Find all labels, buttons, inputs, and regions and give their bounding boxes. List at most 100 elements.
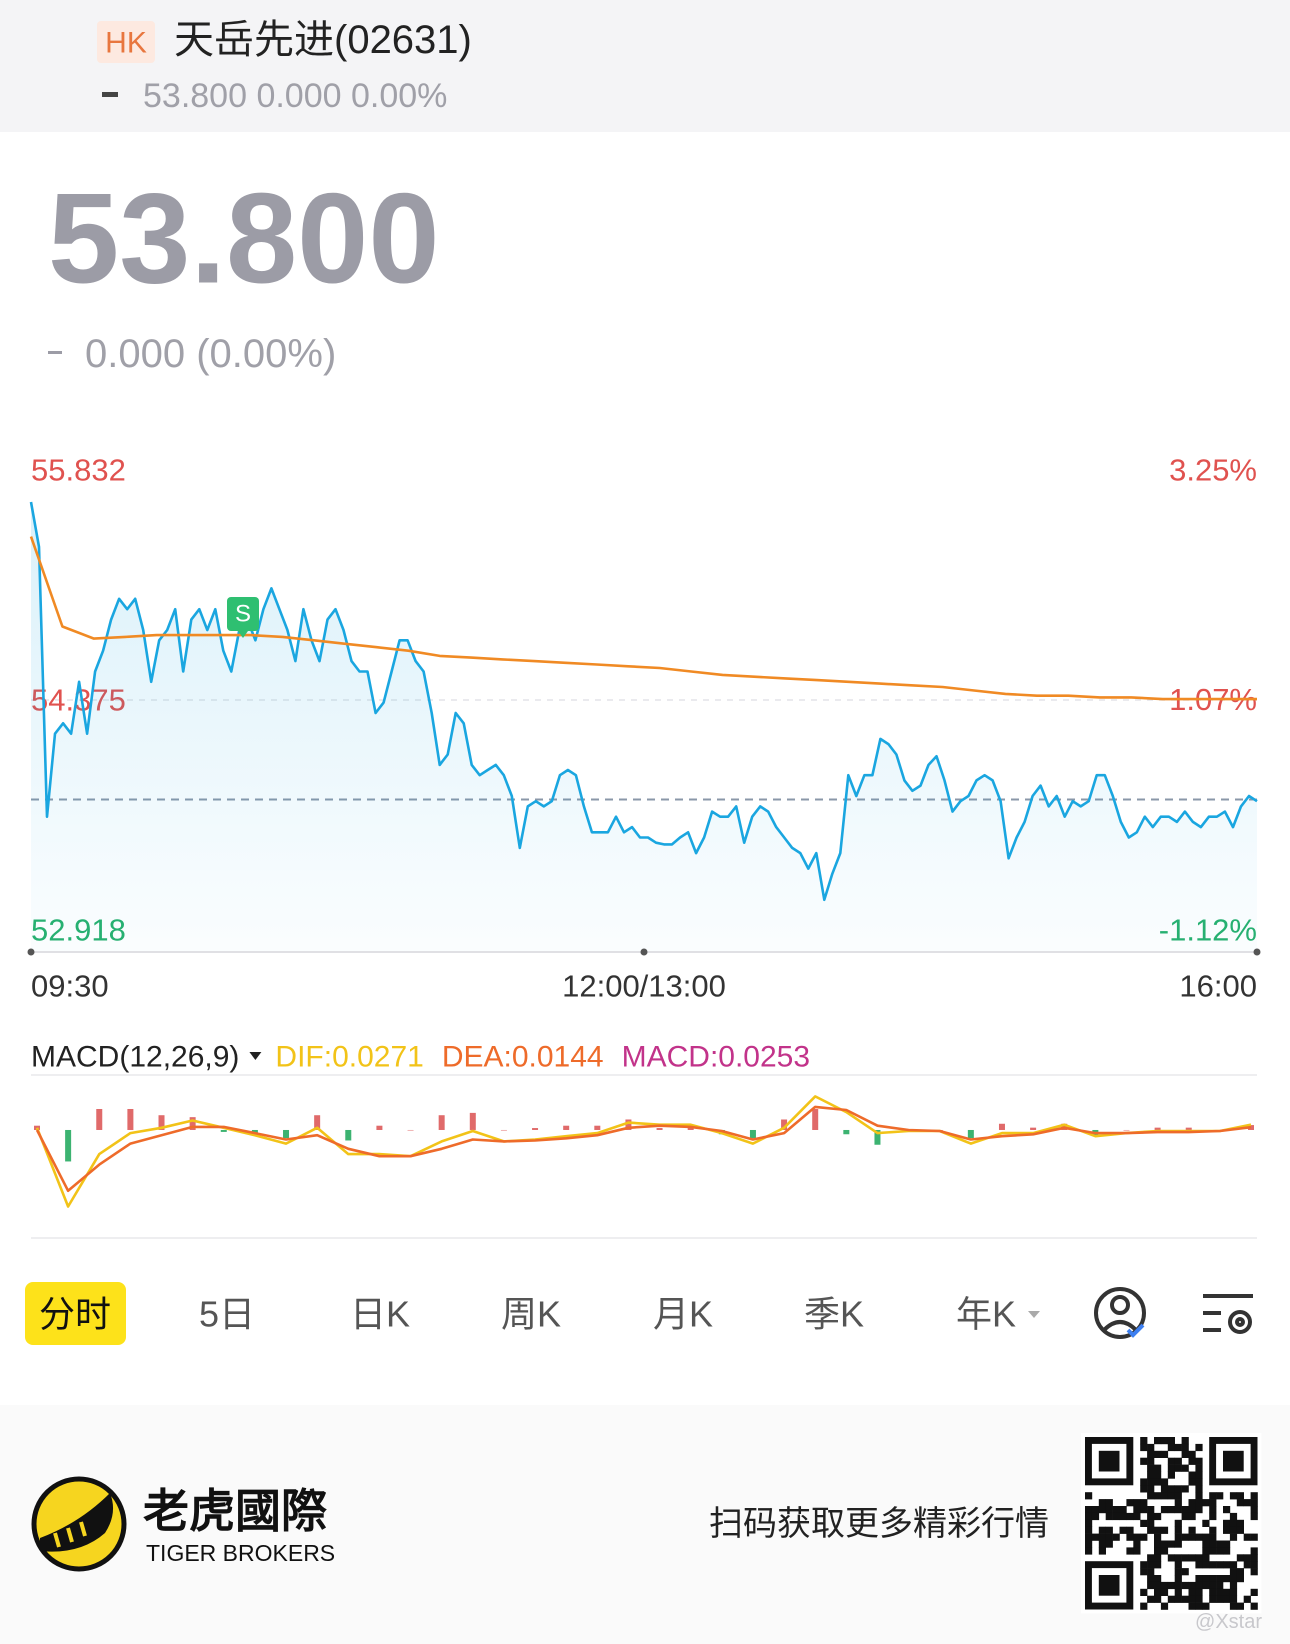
qr-module: [1174, 1588, 1182, 1596]
qr-module: [1209, 1533, 1217, 1541]
qr-module: [1236, 1499, 1244, 1507]
macd-bar: [812, 1108, 819, 1130]
footer: [0, 1405, 1290, 1644]
qr-module: [1209, 1492, 1217, 1500]
qr-module: [1140, 1499, 1148, 1507]
account-icon[interactable]: [1094, 1287, 1146, 1339]
qr-finder: [1098, 1575, 1120, 1596]
series-line: [29, 536, 1257, 701]
qr-module: [1174, 1464, 1182, 1472]
tool-icons: [1094, 1287, 1253, 1339]
brand-en: TIGER BROKERS: [146, 1540, 335, 1566]
period-tab[interactable]: 季K: [804, 1294, 864, 1335]
qr-module: [1154, 1561, 1162, 1569]
qr-module: [1112, 1512, 1120, 1521]
macd-bar: [65, 1129, 72, 1162]
qr-module: [1167, 1506, 1175, 1514]
period-tab[interactable]: 月K: [653, 1294, 713, 1335]
qr-module: [1167, 1457, 1175, 1465]
logo: [31, 1476, 127, 1572]
qr-module: [1209, 1540, 1217, 1548]
qr-module: [1243, 1533, 1251, 1541]
period-tab[interactable]: 分时: [39, 1294, 111, 1335]
price-chart: 52.91854.37555.832-1.12%1.07%3.25%09:301…: [27, 453, 1261, 1004]
qr-module: [1181, 1554, 1189, 1562]
qr-module: [1195, 1575, 1203, 1583]
qr-module: [1229, 1492, 1238, 1500]
qr-module: [1229, 1519, 1238, 1527]
qr-module: [1147, 1478, 1155, 1486]
qr-module: [1209, 1547, 1217, 1555]
qr-module: [1105, 1540, 1113, 1548]
qr-module: [1147, 1512, 1155, 1521]
qr-module: [1160, 1526, 1169, 1534]
qr-module: [1195, 1581, 1203, 1590]
macd-line: [35, 1095, 1252, 1208]
qr-module: [1147, 1554, 1155, 1562]
qr-module: [1216, 1575, 1224, 1583]
period-tab[interactable]: 年K: [956, 1294, 1016, 1335]
macd-bar: [469, 1112, 476, 1130]
qr-module: [1250, 1492, 1258, 1500]
qr-module: [1085, 1492, 1093, 1500]
qr-module: [1250, 1512, 1258, 1521]
qr-module: [1126, 1512, 1134, 1521]
qr-module: [1188, 1457, 1196, 1465]
qr-module: [1236, 1568, 1244, 1576]
market: HK: [105, 27, 147, 60]
qr-module: [1223, 1526, 1231, 1534]
qr-module: [1209, 1561, 1217, 1569]
qr-module: [1119, 1512, 1127, 1521]
qr-module: [1174, 1554, 1182, 1562]
qr-module: [1098, 1499, 1106, 1507]
qr-module: [1250, 1533, 1258, 1541]
qr-module: [1160, 1492, 1169, 1500]
qr-module: [1091, 1506, 1100, 1514]
qr-module: [1188, 1512, 1196, 1521]
period-tab[interactable]: 日K: [350, 1294, 410, 1335]
qr-module: [1250, 1568, 1258, 1576]
qr-module: [1181, 1437, 1189, 1445]
qr-module: [1181, 1485, 1189, 1493]
qr-module: [1140, 1519, 1148, 1527]
period-tab[interactable]: 5日: [199, 1294, 255, 1335]
qr-module: [1154, 1450, 1162, 1458]
qr-module: [1195, 1602, 1203, 1610]
qr-module: [1202, 1519, 1210, 1527]
qr-module: [1105, 1533, 1113, 1541]
qr-module: [1250, 1506, 1258, 1514]
qr-module: [1195, 1485, 1203, 1493]
stock-name[interactable]: 天岳先进(02631): [174, 18, 472, 62]
qr-module: [1202, 1561, 1210, 1569]
qr-module: [1188, 1499, 1196, 1507]
qr-module: [1085, 1512, 1093, 1521]
axis-dot: [1253, 948, 1261, 956]
qr-module: [1243, 1595, 1251, 1603]
qr-module: [1160, 1437, 1169, 1445]
qr-module: [1174, 1499, 1182, 1507]
macd-bar: [407, 1129, 414, 1131]
qr-module: [1181, 1450, 1189, 1458]
qr-module: [1147, 1443, 1155, 1452]
settings-icon[interactable]: [1203, 1294, 1253, 1334]
qr-module: [1209, 1499, 1217, 1507]
qr-module: [1147, 1561, 1155, 1569]
last-price: 53.800: [48, 168, 440, 311]
qr-module: [1174, 1492, 1182, 1500]
period-tab[interactable]: 周K: [501, 1294, 561, 1335]
qr-module: [1085, 1526, 1093, 1534]
axis-dot: [640, 948, 648, 956]
qr-module: [1140, 1485, 1148, 1493]
qr-module: [1229, 1575, 1238, 1583]
qr-module: [1195, 1506, 1203, 1514]
macd-line: [35, 1105, 1252, 1193]
qr-module: [1126, 1533, 1134, 1541]
macd-bar: [749, 1129, 756, 1139]
qr-module: [1160, 1478, 1169, 1486]
qr-module: [1160, 1450, 1169, 1458]
qr-module: [1174, 1485, 1182, 1493]
qr-module: [1195, 1464, 1203, 1472]
qr-module: [1202, 1554, 1210, 1562]
qr-module: [1140, 1588, 1148, 1596]
